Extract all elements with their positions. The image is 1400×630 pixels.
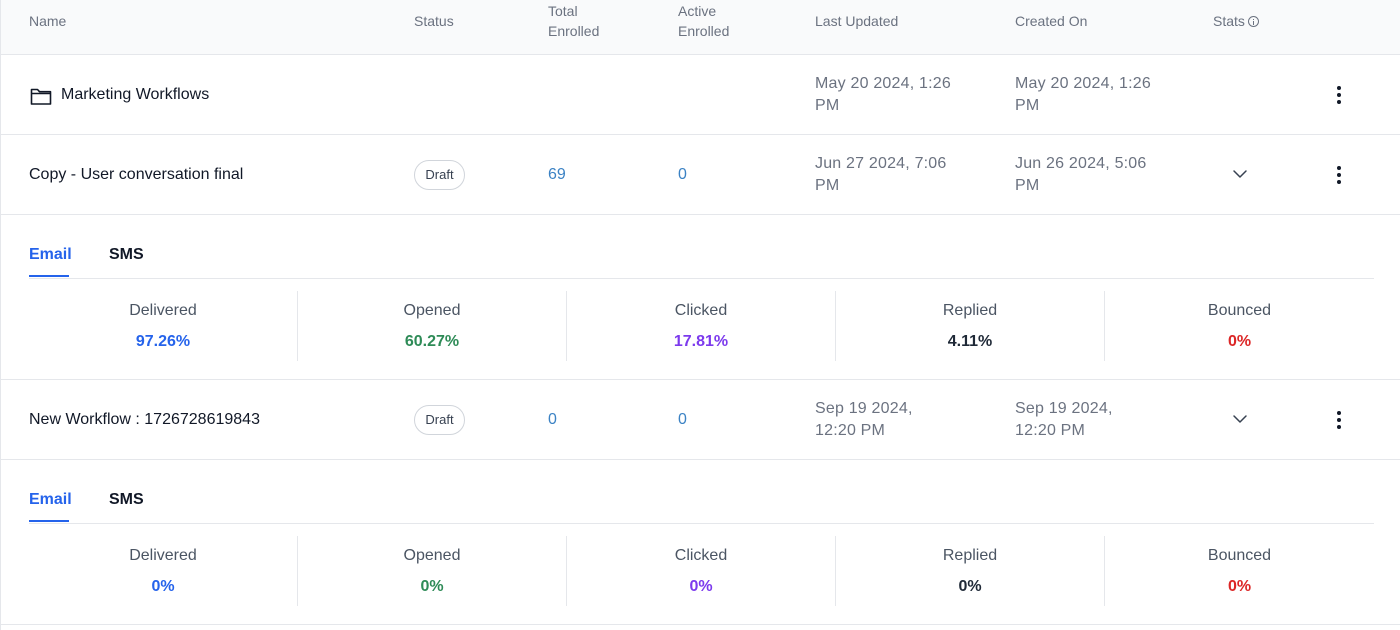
chevron-down-icon[interactable] xyxy=(1231,167,1249,181)
status-badge: Draft xyxy=(414,405,465,435)
header-active-enrolled[interactable]: Active Enrolled xyxy=(678,1,729,41)
row-last-updated: Jun 27 2024, 7:06 PM xyxy=(815,153,990,197)
more-options-icon[interactable] xyxy=(1331,163,1347,187)
row-name[interactable]: Marketing Workflows xyxy=(61,86,210,103)
metric-value: 97.26% xyxy=(135,333,191,350)
header-active-enrolled-line2: Enrolled xyxy=(678,23,730,39)
metric-label: Delivered xyxy=(129,302,197,319)
stats-panel: Email SMS Delivered 0% Opened 0% Clicked… xyxy=(1,460,1400,625)
row-last-updated: May 20 2024, 1:26 PM xyxy=(815,73,990,117)
channel-tabs: Email SMS xyxy=(29,460,1374,524)
channel-tabs: Email SMS xyxy=(29,215,1374,279)
header-status[interactable]: Status xyxy=(414,13,454,29)
metric-value: 0% xyxy=(420,578,444,595)
metric-label: Clicked xyxy=(674,547,728,564)
row-name[interactable]: New Workflow : 1726728619843 xyxy=(29,411,260,428)
metric-replied: Replied 0% xyxy=(836,536,1105,606)
row-last-updated-line1: Jun 27 2024, 7:06 xyxy=(815,155,947,172)
metric-label: Opened xyxy=(403,302,461,319)
info-icon[interactable] xyxy=(1247,16,1259,27)
metric-value: 4.11% xyxy=(947,333,993,350)
row-last-updated-line2: PM xyxy=(815,177,840,194)
chevron-down-icon[interactable] xyxy=(1231,412,1249,426)
folder-icon xyxy=(30,88,52,105)
row-created-on-line2: PM xyxy=(1015,97,1040,114)
metric-bounced: Bounced 0% xyxy=(1105,536,1374,606)
metric-bounced: Bounced 0% xyxy=(1105,291,1374,361)
row-created-on: Jun 26 2024, 5:06 PM xyxy=(1015,153,1190,197)
metric-replied: Replied 4.11% xyxy=(836,291,1105,361)
metric-delivered: Delivered 97.26% xyxy=(29,291,298,361)
status-badge: Draft xyxy=(414,160,465,190)
row-last-updated-line1: Sep 19 2024, xyxy=(815,400,913,417)
active-tab-indicator xyxy=(29,275,69,277)
row-created-on: May 20 2024, 1:26 PM xyxy=(1015,73,1190,117)
row-created-on-line2: 12:20 PM xyxy=(1015,422,1086,439)
metric-value: 0% xyxy=(958,578,982,595)
row-active-enrolled[interactable]: 0 xyxy=(678,166,687,183)
stats-metrics: Delivered 0% Opened 0% Clicked 0% Replie… xyxy=(29,536,1374,606)
row-created-on-line1: May 20 2024, 1:26 xyxy=(1015,75,1151,92)
table-row-workflow[interactable]: Copy - User conversation final Draft 69 … xyxy=(1,135,1400,215)
metric-label: Opened xyxy=(403,547,461,564)
row-name[interactable]: Copy - User conversation final xyxy=(29,166,244,183)
header-total-enrolled[interactable]: Total Enrolled xyxy=(548,1,599,41)
active-tab-indicator xyxy=(29,520,69,522)
metric-delivered: Delivered 0% xyxy=(29,536,298,606)
table-row-folder[interactable]: Marketing Workflows May 20 2024, 1:26 PM… xyxy=(1,55,1400,135)
stats-panel: Email SMS Delivered 97.26% Opened 60.27%… xyxy=(1,215,1400,380)
header-last-updated[interactable]: Last Updated xyxy=(815,13,899,29)
header-stats-label: Stats xyxy=(1213,13,1245,29)
tab-sms[interactable]: SMS xyxy=(109,491,144,508)
row-last-updated-line2: 12:20 PM xyxy=(815,422,886,439)
metric-label: Clicked xyxy=(674,302,728,319)
metric-value: 17.81% xyxy=(673,333,729,350)
metric-label: Delivered xyxy=(129,547,197,564)
tab-email[interactable]: Email xyxy=(29,491,72,508)
table-header: Name Status Total Enrolled Active Enroll… xyxy=(1,0,1400,55)
stats-metrics: Delivered 97.26% Opened 60.27% Clicked 1… xyxy=(29,291,1374,361)
metric-clicked: Clicked 17.81% xyxy=(567,291,836,361)
metric-label: Replied xyxy=(942,547,998,564)
metric-label: Bounced xyxy=(1207,547,1272,564)
row-last-updated-line1: May 20 2024, 1:26 xyxy=(815,75,951,92)
table-row-workflow[interactable]: New Workflow : 1726728619843 Draft 0 0 S… xyxy=(1,380,1400,460)
row-last-updated: Sep 19 2024, 12:20 PM xyxy=(815,398,990,442)
row-created-on: Sep 19 2024, 12:20 PM xyxy=(1015,398,1190,442)
metric-opened: Opened 60.27% xyxy=(298,291,567,361)
header-created-on[interactable]: Created On xyxy=(1015,13,1088,29)
header-stats: Stats xyxy=(1213,11,1259,31)
header-total-enrolled-line1: Total xyxy=(548,3,578,19)
row-active-enrolled[interactable]: 0 xyxy=(678,411,687,428)
row-total-enrolled[interactable]: 69 xyxy=(548,166,566,183)
more-options-icon[interactable] xyxy=(1331,408,1347,432)
tab-sms[interactable]: SMS xyxy=(109,246,144,263)
row-total-enrolled[interactable]: 0 xyxy=(548,411,557,428)
metric-clicked: Clicked 0% xyxy=(567,536,836,606)
more-options-icon[interactable] xyxy=(1331,83,1347,107)
metric-label: Bounced xyxy=(1207,302,1272,319)
header-name[interactable]: Name xyxy=(29,13,67,29)
metric-label: Replied xyxy=(942,302,998,319)
row-created-on-line2: PM xyxy=(1015,177,1040,194)
metric-value: 0% xyxy=(1227,333,1252,350)
tab-email[interactable]: Email xyxy=(29,246,72,263)
metric-opened: Opened 0% xyxy=(298,536,567,606)
metric-value: 0% xyxy=(1227,578,1252,595)
row-created-on-line1: Sep 19 2024, xyxy=(1015,400,1113,417)
metric-value: 0% xyxy=(689,578,713,595)
header-total-enrolled-line2: Enrolled xyxy=(548,23,600,39)
header-active-enrolled-line1: Active xyxy=(678,3,717,19)
metric-value: 0% xyxy=(151,578,175,595)
metric-value: 60.27% xyxy=(404,333,460,350)
row-last-updated-line2: PM xyxy=(815,97,840,114)
row-created-on-line1: Jun 26 2024, 5:06 xyxy=(1015,155,1147,172)
